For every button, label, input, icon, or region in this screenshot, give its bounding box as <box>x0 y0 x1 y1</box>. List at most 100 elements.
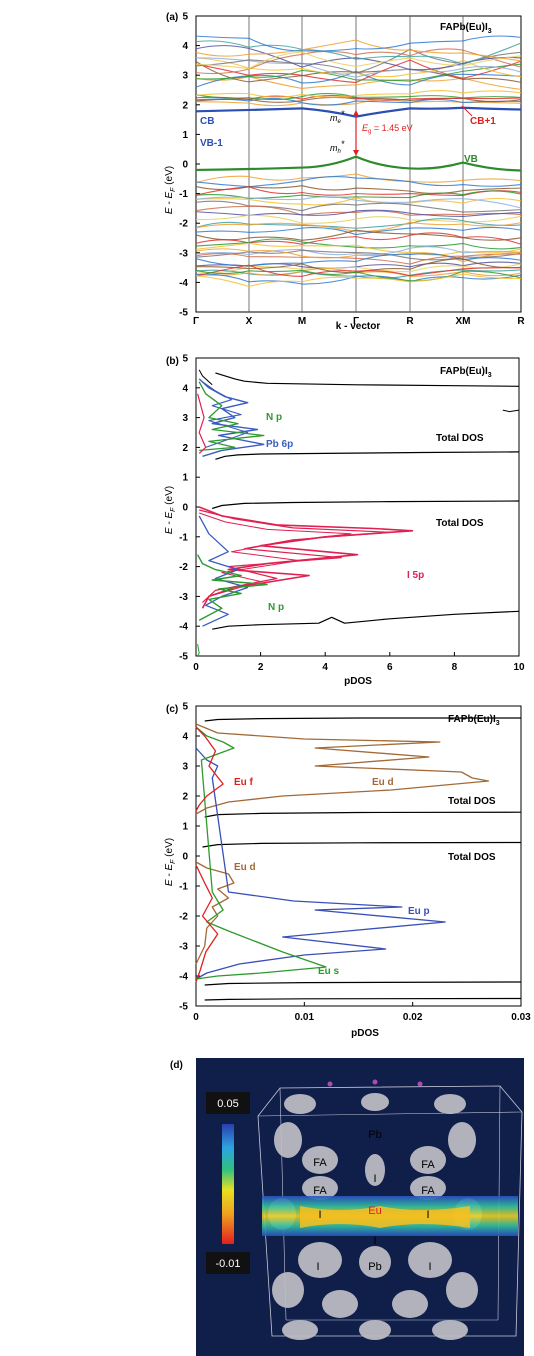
y-tick-label: -3 <box>179 942 188 953</box>
colorbar-max-box <box>206 1092 250 1114</box>
band-line <box>195 40 522 65</box>
ylabel-b: E - EF (eV) <box>164 486 177 534</box>
vb1-label: VB-1 <box>200 138 223 149</box>
band-line <box>195 190 522 200</box>
y-tick-label: -2 <box>179 562 188 573</box>
total-dos-line <box>204 981 522 986</box>
dos-curves-b <box>196 369 520 657</box>
atom-marker <box>327 1081 333 1087</box>
eud-bottom-label: Eu d <box>234 862 256 873</box>
x-tick-label: 6 <box>387 662 393 673</box>
band-line <box>195 269 522 282</box>
band-line <box>195 97 522 106</box>
isosurface-blob <box>302 1176 338 1200</box>
atom-fa-1: FA <box>313 1157 327 1169</box>
y-tick-label: 0 <box>182 503 188 514</box>
eg-label: Eg = 1.45 eV <box>362 123 413 135</box>
y-tick-label: 5 <box>182 12 188 23</box>
band-line <box>195 205 522 216</box>
atom-marker <box>417 1081 423 1087</box>
band-line <box>195 63 522 82</box>
y-tick-label: 3 <box>182 413 188 424</box>
cb-label: CB <box>200 116 214 127</box>
band-line <box>195 253 522 267</box>
me-label: me* <box>330 109 345 125</box>
atom-eu: Eu <box>368 1205 381 1217</box>
vb-label: VB <box>464 154 478 165</box>
atom-fa-4: FA <box>421 1185 435 1197</box>
isosurface-blob <box>282 1320 318 1340</box>
band-line <box>195 196 522 209</box>
band-line <box>195 273 522 288</box>
eud-curve <box>195 861 235 965</box>
band-line <box>195 264 522 277</box>
y-ticks-a: 5 4 3 2 1 0 -1 -2 -3 -4 -5 <box>179 12 200 319</box>
colorbar <box>222 1124 234 1244</box>
y-tick-label: -2 <box>179 912 188 923</box>
x-tick-label: 10 <box>513 662 525 673</box>
atom-i-6: I <box>428 1261 431 1273</box>
band-line <box>195 221 522 233</box>
k-point-label: M <box>298 316 306 327</box>
eud-top-label: Eu d <box>372 777 394 788</box>
atom-fa-3: FA <box>313 1185 327 1197</box>
i5p-curve <box>199 512 352 597</box>
atom-fa-2: FA <box>421 1159 435 1171</box>
y-tick-label: 1 <box>182 130 188 141</box>
np-curve <box>198 381 265 452</box>
eg-arrow-head-up <box>353 110 359 116</box>
cb1-label: CB+1 <box>470 116 496 127</box>
band-line <box>195 61 522 83</box>
formula-a: FAPb(Eu)I3 <box>440 22 492 35</box>
x-tick-label: 0 <box>193 662 199 673</box>
isosurface-blob <box>365 1154 385 1186</box>
pb6p-label: Pb 6p <box>266 439 293 450</box>
band-line <box>195 246 522 256</box>
isosurface-blob <box>359 1320 391 1340</box>
np-bottom-label: N p <box>268 602 284 613</box>
band-line <box>195 93 522 101</box>
x-tick-label: 0.03 <box>511 1012 531 1023</box>
y-tick-label: 5 <box>182 702 188 713</box>
atom-i-2: I <box>318 1209 321 1221</box>
k-point-label: X <box>246 316 253 327</box>
panel-label-c: (c) <box>166 704 178 715</box>
cb1-arrow <box>461 105 473 117</box>
y-tick-label: 1 <box>182 473 188 484</box>
eus-label: Eu s <box>318 966 340 977</box>
atom-i-4: I <box>373 1235 376 1247</box>
band-line <box>195 186 522 197</box>
band-line <box>195 248 522 263</box>
charge-density-panel: (d) 0.05 -0.01 <box>170 1058 524 1356</box>
total-dos-line <box>215 372 520 387</box>
formula-b: FAPb(Eu)I3 <box>440 366 492 379</box>
y-tick-label: 5 <box>182 354 188 365</box>
isosurface-blob <box>446 1272 478 1308</box>
total-dos-bottom-c: Total DOS <box>448 852 496 863</box>
eus-curve <box>195 726 327 980</box>
ylabel-c: E - EF (eV) <box>164 838 177 886</box>
band-line <box>195 59 522 84</box>
y-tick-label: -2 <box>179 219 188 230</box>
band-line <box>195 253 522 265</box>
atom-pb-top: Pb <box>368 1129 381 1141</box>
np-curve <box>196 554 268 621</box>
eup-curve <box>195 747 446 980</box>
isosurface-blob <box>322 1290 358 1318</box>
eg-arrow-head-down <box>353 150 359 156</box>
xlabel-c: pDOS <box>351 1028 379 1039</box>
x-tick-label: 0.01 <box>295 1012 315 1023</box>
i5p-curve <box>197 393 207 454</box>
x-tick-label: 2 <box>258 662 264 673</box>
pb6p-curve <box>202 381 249 448</box>
band-line <box>195 197 522 206</box>
isosurface-blob <box>410 1146 446 1174</box>
band-line <box>195 35 522 52</box>
y-tick-label: 0 <box>182 852 188 863</box>
total-dos-line <box>502 409 520 413</box>
band-line <box>195 90 522 98</box>
pdos-panel-c: (c) 5 4 3 2 1 0 -1 -2 -3 -4 -5 0 0.01 0.02 0.03 FAPb(E… <box>164 702 531 1040</box>
isosurface-blob <box>434 1094 466 1114</box>
isosurface-blob <box>408 1242 452 1278</box>
euf-label: Eu f <box>234 777 254 788</box>
